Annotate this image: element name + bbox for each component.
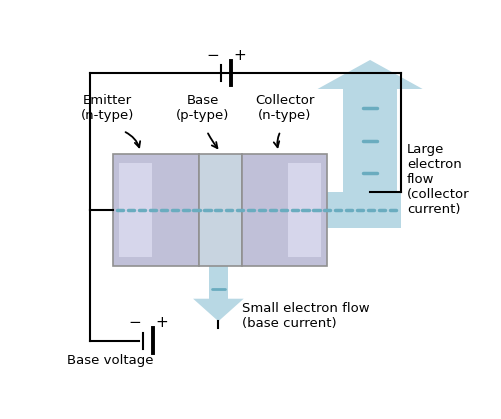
Text: +: + [155, 316, 168, 331]
FancyBboxPatch shape [288, 163, 321, 257]
Polygon shape [193, 299, 243, 321]
Text: −: − [128, 316, 141, 331]
Text: −: − [206, 48, 218, 62]
FancyBboxPatch shape [113, 192, 400, 228]
Text: Base voltage: Base voltage [67, 354, 153, 367]
Text: Collector
(n-type): Collector (n-type) [255, 94, 314, 122]
Text: Small electron flow
(base current): Small electron flow (base current) [241, 303, 369, 331]
Text: Emitter
(n-type): Emitter (n-type) [81, 94, 134, 122]
Text: +: + [233, 48, 245, 62]
FancyBboxPatch shape [113, 153, 198, 266]
Polygon shape [317, 60, 422, 89]
FancyBboxPatch shape [208, 266, 227, 312]
FancyBboxPatch shape [241, 153, 327, 266]
FancyBboxPatch shape [119, 163, 152, 257]
FancyBboxPatch shape [198, 153, 241, 266]
FancyBboxPatch shape [342, 89, 397, 228]
Text: Base
(p-type): Base (p-type) [176, 94, 229, 122]
Text: Large
electron
flow
(collector
current): Large electron flow (collector current) [406, 143, 469, 216]
